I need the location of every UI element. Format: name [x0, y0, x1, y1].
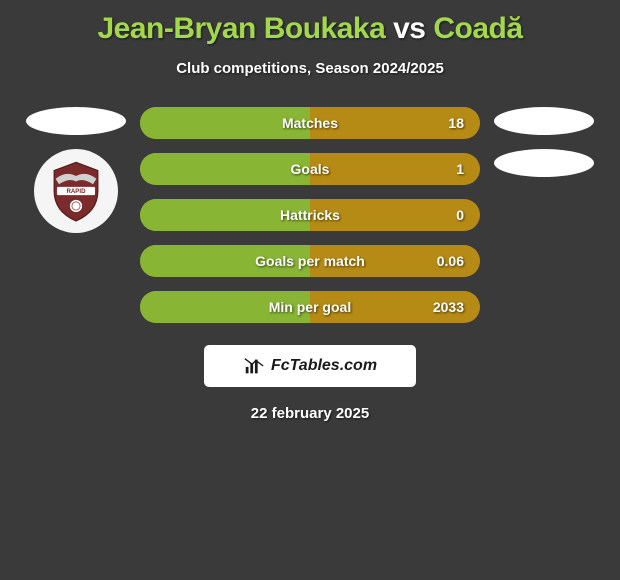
- player2-name-ellipse: [494, 107, 594, 135]
- player2-club-ellipse: [494, 149, 594, 177]
- stat-label: Min per goal: [269, 299, 351, 315]
- vs-text: vs: [393, 12, 425, 45]
- content-row: RAPID Matches 18 Goals 1 Hattricks 0 Goals per…: [0, 107, 620, 323]
- stat-bar-fill: [140, 153, 310, 185]
- stat-value: 18: [448, 115, 464, 131]
- stat-label: Hattricks: [280, 207, 340, 223]
- stat-label: Goals per match: [255, 253, 365, 269]
- stat-bar: Hattricks 0: [140, 199, 480, 231]
- stat-value: 0: [456, 207, 464, 223]
- player1-name-ellipse: [26, 107, 126, 135]
- subtitle: Club competitions, Season 2024/2025: [0, 60, 620, 77]
- stat-value: 2033: [433, 299, 464, 315]
- stat-label: Matches: [282, 115, 338, 131]
- stat-bar: Goals 1: [140, 153, 480, 185]
- player2-name: Coadă: [433, 12, 522, 45]
- left-column: RAPID: [26, 107, 126, 233]
- stat-value: 1: [456, 161, 464, 177]
- footer-brand-text: FcTables.com: [271, 357, 377, 375]
- bar-chart-icon: [243, 355, 265, 377]
- svg-text:RAPID: RAPID: [66, 188, 86, 195]
- stat-bar: Goals per match 0.06: [140, 245, 480, 277]
- stat-bar: Matches 18: [140, 107, 480, 139]
- stats-column: Matches 18 Goals 1 Hattricks 0 Goals per match…: [140, 107, 480, 323]
- stat-bar: Min per goal 2033: [140, 291, 480, 323]
- stat-label: Goals: [291, 161, 330, 177]
- player1-name: Jean-Bryan Boukaka: [97, 12, 385, 45]
- rapid-shield-icon: RAPID: [42, 157, 110, 225]
- footer-brand-box: FcTables.com: [204, 345, 416, 387]
- club-badge-rapid: RAPID: [34, 149, 118, 233]
- date-text: 22 february 2025: [0, 405, 620, 422]
- stat-value: 0.06: [437, 253, 464, 269]
- page-title: Jean-Bryan Boukaka vs Coadă: [0, 0, 620, 46]
- right-column: [494, 107, 594, 177]
